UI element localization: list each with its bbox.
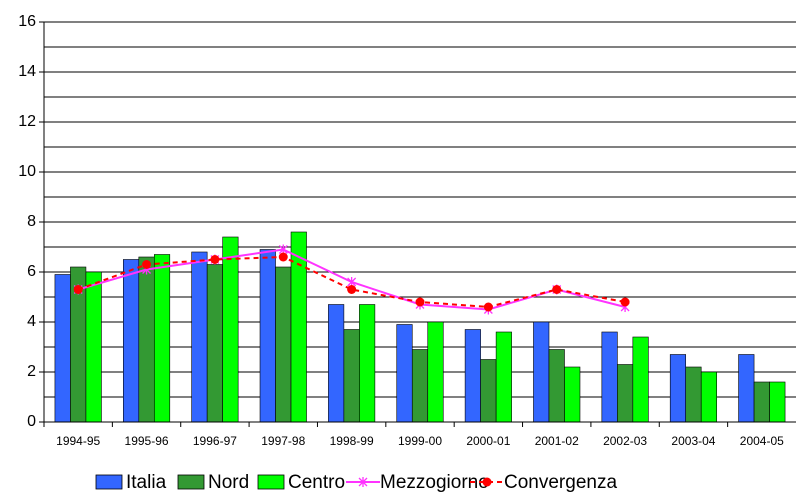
marker [358,477,368,487]
marker [347,285,357,294]
bar [617,364,634,423]
marker [482,477,492,487]
y-tick-label: 2 [27,363,36,380]
bar [259,249,276,423]
legend-label: Convergenza [504,472,617,493]
bar [275,266,292,423]
marker [278,252,288,262]
bar [153,254,171,423]
bar [753,381,770,423]
bar [669,354,687,423]
bar [700,371,718,423]
y-tick-label: 8 [27,213,36,230]
line [77,255,626,309]
bar [464,329,481,423]
x-tick-label: 1998-99 [330,434,374,448]
bar [343,329,360,423]
bar [685,366,702,423]
bar [533,321,550,423]
x-tick-label: 1997-98 [261,434,305,448]
marker [552,285,562,294]
bar [122,259,140,423]
bar [564,366,581,423]
legend-swatch [257,474,285,490]
y-tick-label: 10 [18,163,36,180]
bar [738,354,755,423]
marker [73,285,83,294]
y-tick-label: 16 [18,13,36,30]
bar [495,331,512,423]
bar [601,331,618,423]
marker [210,255,220,264]
x-tick-label: 2004-05 [740,434,784,448]
bar [138,256,155,423]
x-tick-label: 2002-03 [603,434,647,448]
bar [328,304,345,423]
marker [142,260,152,269]
y-tick-label: 6 [27,263,36,280]
x-tick-label: 2001-02 [535,434,579,448]
bar [480,359,497,423]
marker [620,297,630,307]
marker [483,302,493,312]
legend-label: Centro [288,472,345,493]
bar [769,381,786,423]
x-tick-label: 1996-97 [193,434,237,448]
bar [411,349,429,423]
legend-label: Nord [208,472,249,493]
bar [632,336,649,423]
x-tick-label: 2003-04 [671,434,715,448]
bar [222,236,239,423]
bar [548,349,565,423]
y-tick-label: 4 [27,313,36,330]
y-tick-label: 0 [27,413,36,430]
x-tick-label: 1994-95 [56,434,100,448]
x-tick-label: 1999-00 [398,434,442,448]
x-tick-label: 1995-96 [125,434,169,448]
bar [85,271,102,423]
legend-label: Italia [126,472,167,493]
y-tick-label: 12 [18,113,36,130]
x-tick-label: 2000-01 [466,434,510,448]
legend-label: Mezzogiorno [380,472,489,493]
marker [415,297,425,307]
legend-swatch [177,474,205,490]
bar [396,324,413,423]
bar [54,274,71,423]
bar [191,251,208,423]
bar [359,304,376,423]
legend-swatch [95,474,123,490]
bar [206,264,223,423]
y-tick-label: 14 [18,63,36,80]
bar [427,321,444,423]
